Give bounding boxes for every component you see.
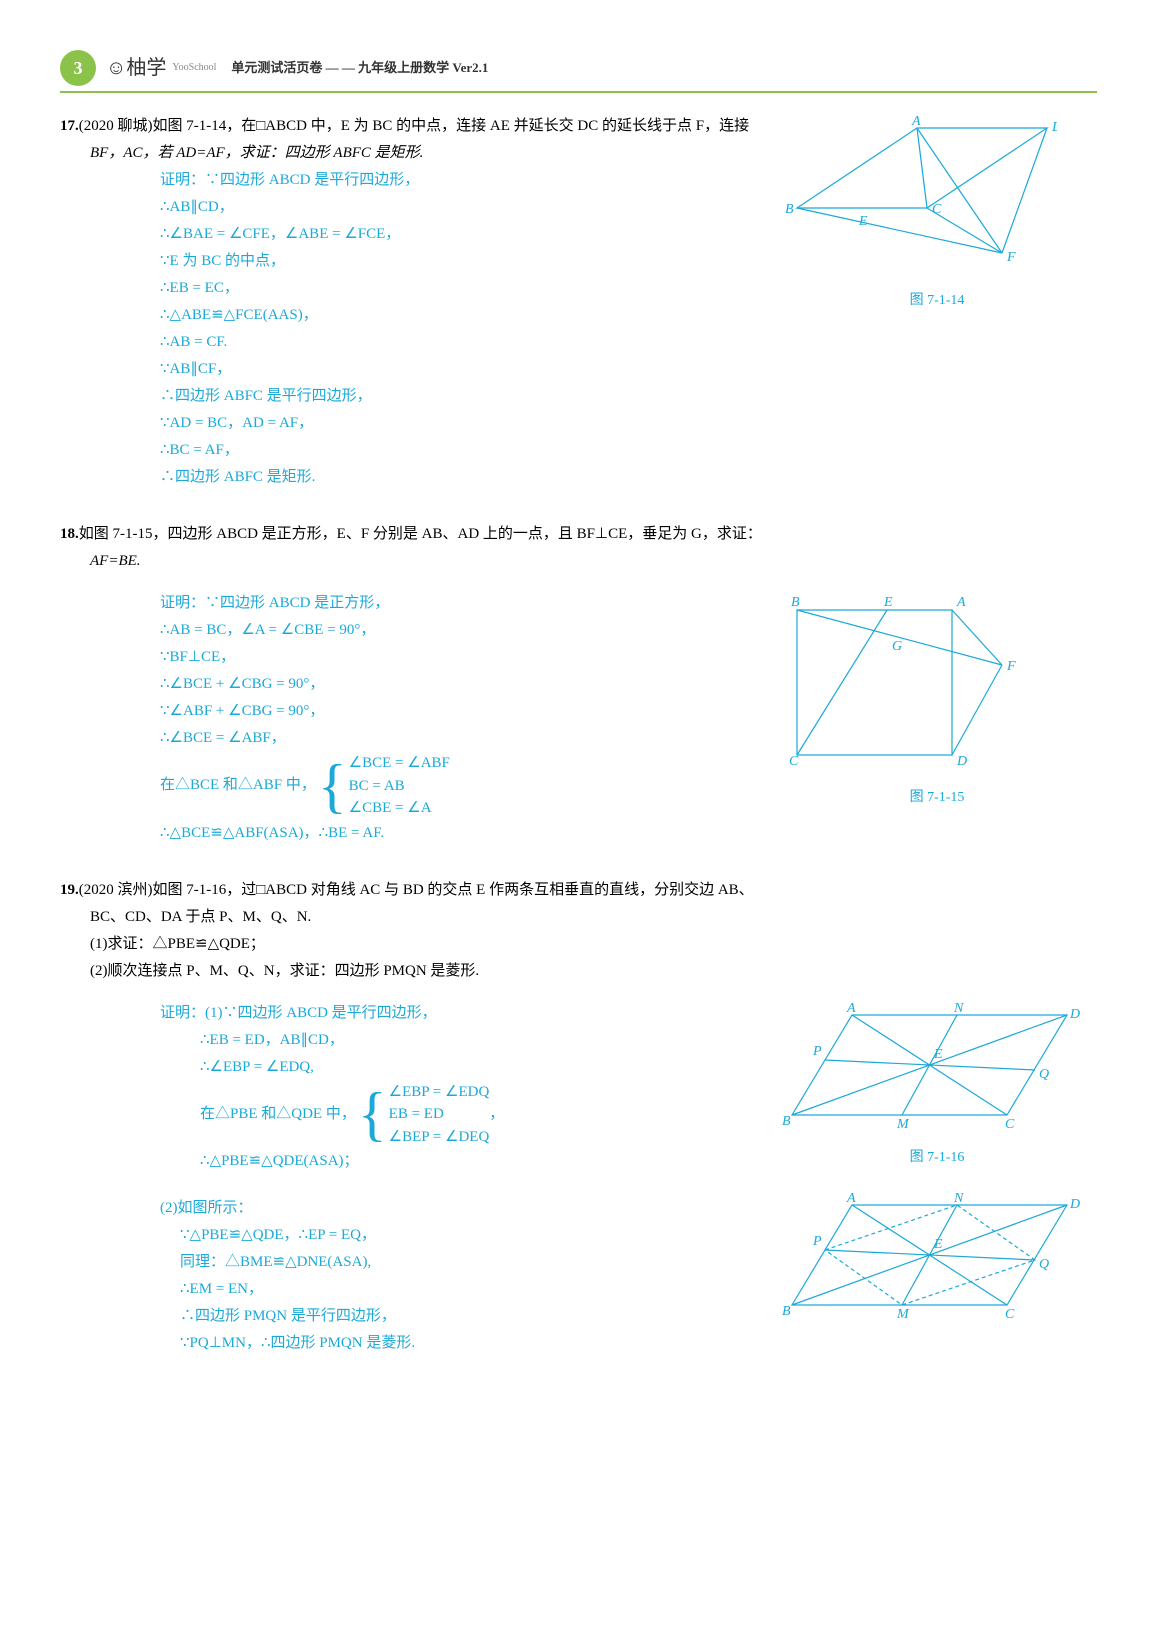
svg-text:E: E bbox=[883, 595, 893, 610]
figure-7-1-15: B E A C D F G bbox=[777, 590, 1027, 770]
svg-text:P: P bbox=[812, 1234, 822, 1249]
svg-text:A: A bbox=[956, 595, 966, 610]
svg-text:Q: Q bbox=[1039, 1067, 1049, 1082]
svg-text:D: D bbox=[956, 754, 967, 769]
p19-proof-1: 证明：(1)∵四边形 ABCD 是平行四边形， ∴EB = ED，AB∥CD， … bbox=[60, 1000, 777, 1081]
p19-statement: 19.(2020 滨州)如图 7-1-16，过□ABCD 对角线 AC 与 BD… bbox=[60, 877, 1097, 904]
svg-text:D: D bbox=[1069, 1007, 1080, 1022]
svg-text:Q: Q bbox=[1039, 1257, 1049, 1272]
svg-text:C: C bbox=[1005, 1117, 1015, 1130]
p17-statement: 17.(2020 聊城)如图 7-1-14，在□ABCD 中，E 为 BC 的中… bbox=[60, 113, 777, 140]
svg-text:F: F bbox=[1006, 659, 1016, 674]
svg-text:E: E bbox=[858, 214, 868, 229]
p19-statement-2: BC、CD、DA 于点 P、M、Q、N. bbox=[60, 904, 1097, 931]
svg-text:A: A bbox=[911, 114, 921, 129]
page-header: 3 ☺ 柚学 YooSchool 单元测试活页卷 — — 九年级上册数学 Ver… bbox=[60, 50, 1097, 93]
p19-sub2: (2)顺次连接点 P、M、Q、N，求证：四边形 PMQN 是菱形. bbox=[60, 958, 1097, 985]
p19-figures: A N D P E Q B M C 图 7-1-16 A N D P E Q B M C bbox=[777, 1000, 1097, 1330]
svg-text:P: P bbox=[812, 1044, 822, 1059]
p18-brace: 在△BCE 和△ABF 中， { ∠BCE = ∠ABF BC = AB ∠CB… bbox=[60, 752, 777, 820]
svg-text:E: E bbox=[933, 1237, 943, 1252]
p19-brace: 在△PBE 和△QDE 中， { ∠EBP = ∠EDQ EB = ED ∠BE… bbox=[60, 1081, 777, 1149]
svg-text:C: C bbox=[1005, 1307, 1015, 1320]
svg-text:A: A bbox=[846, 1001, 856, 1016]
fig-caption-17: 图 7-1-14 bbox=[777, 288, 1097, 313]
svg-text:G: G bbox=[892, 639, 902, 654]
p17-proof: 证明：∵四边形 ABCD 是平行四边形， ∴AB∥CD， ∴∠BAE = ∠CF… bbox=[60, 167, 777, 491]
svg-text:M: M bbox=[896, 1307, 910, 1320]
figure-7-1-16-a: A N D P E Q B M C bbox=[777, 1000, 1087, 1130]
p18-proof-end: ∴△BCE≌△ABF(ASA)，∴BE = AF. bbox=[60, 820, 777, 847]
figure-7-1-14: A D B C E F bbox=[777, 113, 1057, 273]
p18-statement-2: AF=BE. bbox=[60, 548, 1097, 575]
svg-text:N: N bbox=[953, 1191, 964, 1206]
problem-17: 17.(2020 聊城)如图 7-1-14，在□ABCD 中，E 为 BC 的中… bbox=[60, 113, 1097, 491]
problem-18: 18.如图 7-1-15，四边形 ABCD 是正方形，E、F 分别是 AB、AD… bbox=[60, 521, 1097, 847]
logo-face: ☺ bbox=[106, 50, 126, 86]
svg-text:F: F bbox=[1006, 250, 1016, 265]
page-number: 3 bbox=[60, 50, 96, 86]
svg-text:B: B bbox=[791, 595, 800, 610]
svg-text:D: D bbox=[1069, 1197, 1080, 1212]
p17-figure: A D B C E F 图 7-1-14 bbox=[777, 113, 1097, 313]
svg-text:B: B bbox=[782, 1114, 791, 1129]
fig-caption-18: 图 7-1-15 bbox=[777, 785, 1097, 810]
p17-statement-2: BF，AC，若 AD=AF，求证：四边形 ABFC 是矩形. bbox=[60, 140, 777, 167]
svg-text:N: N bbox=[953, 1001, 964, 1016]
logo-text: 柚学 bbox=[126, 50, 166, 86]
svg-text:B: B bbox=[785, 202, 794, 217]
svg-text:D: D bbox=[1051, 120, 1057, 135]
svg-text:A: A bbox=[846, 1191, 856, 1206]
svg-text:E: E bbox=[933, 1047, 943, 1062]
p18-figure: B E A C D F G 图 7-1-15 bbox=[777, 590, 1097, 810]
p19-proof-2: (2)如图所示： ∵△PBE≌△QDE，∴EP = EQ， 同理：△BME≌△D… bbox=[60, 1195, 777, 1357]
svg-text:B: B bbox=[782, 1304, 791, 1319]
figure-7-1-16-b: A N D P E Q B M C bbox=[777, 1190, 1087, 1320]
p18-statement: 18.如图 7-1-15，四边形 ABCD 是正方形，E、F 分别是 AB、AD… bbox=[60, 521, 1097, 548]
svg-text:C: C bbox=[932, 202, 942, 217]
p18-proof: 证明：∵四边形 ABCD 是正方形， ∴AB = BC，∠A = ∠CBE = … bbox=[60, 590, 777, 752]
p19-sub1: (1)求证：△PBE≌△QDE； bbox=[60, 931, 1097, 958]
svg-text:C: C bbox=[789, 754, 799, 769]
p19-proof-1-end: ∴△PBE≌△QDE(ASA)； bbox=[60, 1148, 777, 1175]
fig-caption-19: 图 7-1-16 bbox=[777, 1145, 1097, 1170]
logo-subtext: YooSchool bbox=[172, 59, 216, 77]
header-title: 单元测试活页卷 — — 九年级上册数学 Ver2.1 bbox=[231, 56, 488, 79]
svg-text:M: M bbox=[896, 1117, 910, 1130]
problem-19: 19.(2020 滨州)如图 7-1-16，过□ABCD 对角线 AC 与 BD… bbox=[60, 877, 1097, 1358]
